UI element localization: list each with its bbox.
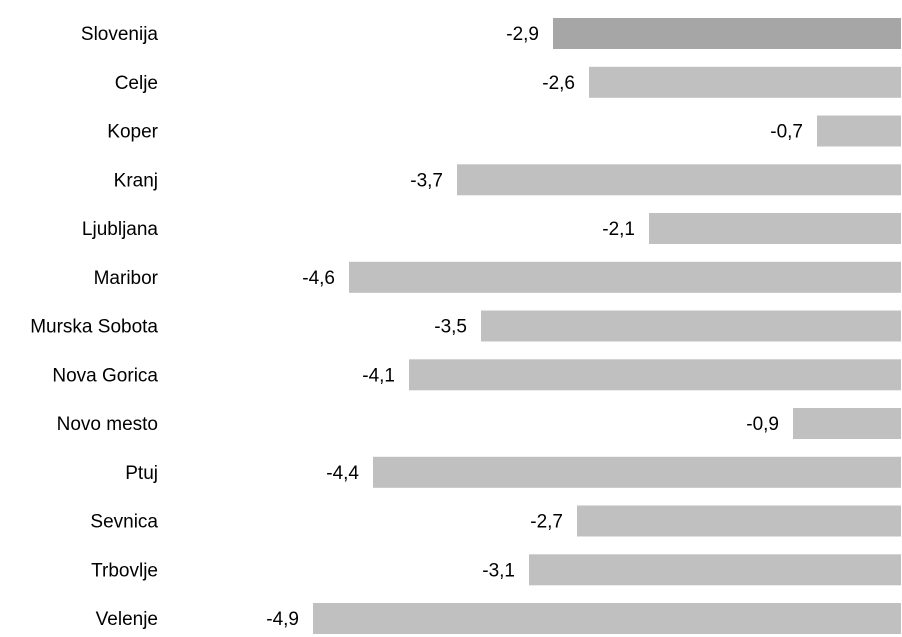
bar-velenje [313,603,901,634]
value-label-ptuj: -4,4 [326,463,359,484]
bar-ptuj [373,456,901,488]
value-label-velenje: -4,9 [266,609,299,630]
category-label-nova-gorica: Nova Gorica [52,365,158,386]
category-label-ptuj: Ptuj [125,463,158,484]
value-label-celje: -2,6 [542,73,575,94]
category-label-slovenija: Slovenija [81,24,159,45]
category-labels-group: Slovenija Celje Koper Kranj Ljubljana Maribor… [30,24,158,630]
value-labels-group: -2,9 -2,6 -0,7 -3,7 -2,1 -4,6 -3,5 -4,1 -0,9 -4,4… [266,24,803,630]
value-label-ljubljana: -2,1 [602,219,635,240]
bar-koper [817,115,901,147]
value-label-nova-gorica: -4,1 [362,365,395,386]
value-label-slovenija: -2,9 [506,24,539,45]
category-label-velenje: Velenje [96,609,158,630]
bar-slovenija [553,18,901,49]
category-label-murska-sobota: Murska Sobota [30,317,158,338]
category-label-koper: Koper [107,122,158,143]
bar-kranj [457,164,901,196]
category-label-kranj: Kranj [114,170,158,191]
category-label-sevnica: Sevnica [90,512,158,533]
category-label-ljubljana: Ljubljana [82,219,158,240]
bar-maribor [349,261,901,293]
value-label-maribor: -4,6 [302,268,335,289]
bar-murska-sobota [481,310,901,342]
value-label-kranj: -3,7 [410,170,443,191]
value-label-trbovlje: -3,1 [482,560,515,581]
category-label-novo-mesto: Novo mesto [57,414,158,435]
bar-nova-gorica [409,359,901,391]
value-label-murska-sobota: -3,5 [434,317,467,338]
category-label-trbovlje: Trbovlje [91,560,158,581]
bar-celje [589,66,901,98]
bar-ljubljana [649,213,901,244]
bar-novo-mesto [793,408,901,439]
value-label-novo-mesto: -0,9 [746,414,779,435]
category-label-maribor: Maribor [94,268,159,289]
bars-group [313,18,901,634]
category-label-celje: Celje [115,73,158,94]
bar-trbovlje [529,554,901,586]
bar-sevnica [577,505,901,537]
value-label-koper: -0,7 [770,122,803,143]
value-label-sevnica: -2,7 [530,512,563,533]
